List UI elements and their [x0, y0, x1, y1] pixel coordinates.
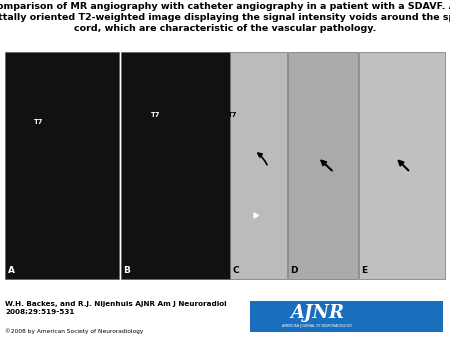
Text: W.H. Backes, and R.J. Nijenhuis AJNR Am J Neuroradiol
2008;29:519-531: W.H. Backes, and R.J. Nijenhuis AJNR Am … [5, 301, 227, 314]
Text: T7: T7 [34, 119, 43, 125]
Text: E: E [361, 266, 367, 275]
Text: A: A [8, 266, 15, 275]
Text: AMERICAN JOURNAL OF NEURORADIOLOGY: AMERICAN JOURNAL OF NEURORADIOLOGY [283, 324, 352, 329]
Bar [288, 52, 358, 279]
Text: T7: T7 [151, 112, 160, 118]
Text: AJNR: AJNR [291, 304, 345, 322]
Text: T7: T7 [228, 112, 237, 118]
Bar [230, 52, 287, 279]
Bar [5, 52, 119, 279]
Text: D: D [290, 266, 298, 275]
Text: Comparison of MR angiography with catheter angiography in a patient with a SDAVF: Comparison of MR angiography with cathet… [0, 2, 450, 33]
Text: C: C [233, 266, 239, 275]
Text: B: B [123, 266, 130, 275]
Bar [121, 52, 230, 279]
Bar [359, 52, 445, 279]
Text: ©2008 by American Society of Neuroradiology: ©2008 by American Society of Neuroradiol… [5, 328, 144, 334]
Bar [250, 301, 443, 332]
